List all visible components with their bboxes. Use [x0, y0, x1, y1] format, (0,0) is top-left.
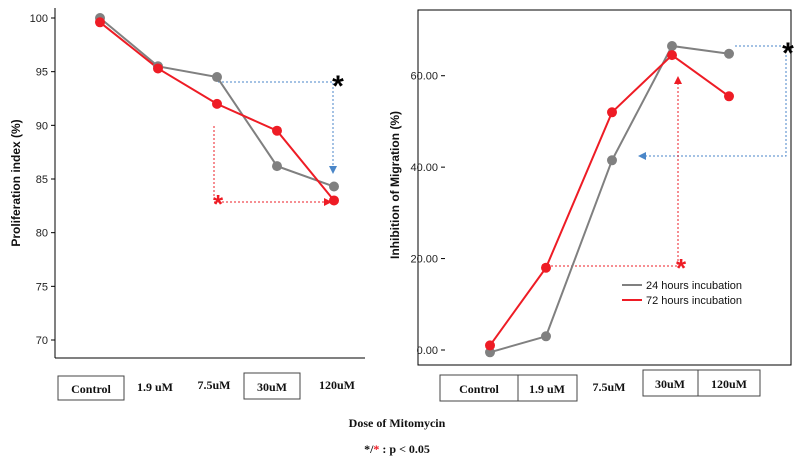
left-series-group: [95, 13, 339, 206]
right-significance-arrow-72h: [551, 76, 682, 267]
left-star-red: *: [213, 189, 224, 219]
significance-slash: /: [369, 442, 374, 456]
right-plot-frame: [417, 9, 792, 366]
significance-text: : p < 0.05: [379, 442, 430, 456]
right-y-ticks: 0.00 20.00 40.00 60.00: [410, 71, 445, 357]
left-series-1-point: [212, 98, 222, 109]
right-star-red: *: [676, 253, 687, 283]
left-series-1-point: [272, 125, 282, 136]
left-y-tick-label: 80: [36, 228, 48, 240]
right-series-0-point: [485, 347, 495, 358]
left-y-tick-label: 95: [36, 67, 48, 79]
right-series-1-point: [485, 340, 495, 351]
right-y-tick-label: 20.00: [410, 254, 438, 266]
left-series-1-point: [153, 63, 163, 74]
left-series-0-point: [272, 161, 282, 172]
right-legend: 24 hours incubation 72 hours incubation: [622, 280, 742, 307]
right-cat-30um: 30uM: [655, 377, 685, 391]
left-y-tick-label: 100: [30, 13, 48, 25]
left-cat-box-control: [57, 375, 125, 401]
right-y-axis-label: Inhibition of Migration (%): [388, 111, 402, 259]
left-series-1-point: [329, 195, 339, 206]
right-series-0-point: [607, 155, 617, 166]
right-series-group: [485, 41, 734, 358]
right-y-tick-label: 40.00: [410, 162, 438, 174]
right-cat-1-9um: 1.9 uM: [529, 382, 565, 396]
left-series-1-point: [95, 17, 105, 28]
right-series-1-point: [667, 50, 677, 61]
left-y-tick-label: 70: [36, 335, 48, 347]
left-y-axis-label: Proliferation index (%): [9, 119, 23, 246]
right-cat-7-5um: 7.5uM: [593, 380, 626, 394]
right-cat-box-control: [439, 374, 519, 402]
right-series-0-point: [724, 48, 734, 59]
right-star-black: *: [782, 37, 794, 70]
left-cat-control: Control: [71, 382, 111, 396]
x-axis-title: Dose of Mitomycin: [349, 416, 446, 430]
right-series-0-point: [541, 331, 551, 342]
right-y-tick-label: 60.00: [410, 71, 438, 83]
right-cat-control: Control: [459, 382, 499, 396]
legend-label-24h: 24 hours incubation: [646, 280, 742, 292]
left-y-ticks: 70 75 80 85 90 95 100: [30, 13, 55, 347]
significance-star-black: *: [364, 442, 370, 456]
left-star-black: *: [332, 70, 344, 103]
left-y-tick-label: 85: [36, 174, 48, 186]
left-y-tick-label: 90: [36, 120, 48, 132]
right-chart: 0.00 20.00 40.00 60.00 Inhibition of Migrat…: [388, 9, 794, 402]
right-series-1-point: [724, 91, 734, 102]
legend-label-72h: 72 hours incubation: [646, 295, 742, 307]
left-cat-7-5um: 7.5uM: [198, 378, 231, 392]
right-series-0-point: [667, 41, 677, 51]
right-series-1-point: [541, 262, 551, 273]
left-cat-30um: 30uM: [257, 380, 287, 394]
right-series-1-point: [607, 107, 617, 118]
left-y-tick-label: 75: [36, 281, 48, 293]
significance-star-red: *: [373, 442, 379, 456]
significance-note: */* : p < 0.05: [364, 442, 430, 456]
left-cat-120um: 120uM: [319, 378, 355, 392]
left-cat-1-9um: 1.9 uM: [137, 380, 173, 394]
right-cat-box-120um: [697, 369, 761, 397]
left-series-0-point: [212, 72, 222, 83]
left-significance-arrow-72h: [213, 126, 332, 206]
right-cat-120um: 120uM: [711, 377, 747, 391]
right-cat-box-1-9um: [517, 374, 578, 402]
left-cat-box-30um: [243, 372, 301, 400]
right-y-tick-label: 0.00: [417, 345, 438, 357]
left-series-0-point: [329, 181, 339, 192]
right-significance-arrow-24h: [638, 45, 787, 160]
